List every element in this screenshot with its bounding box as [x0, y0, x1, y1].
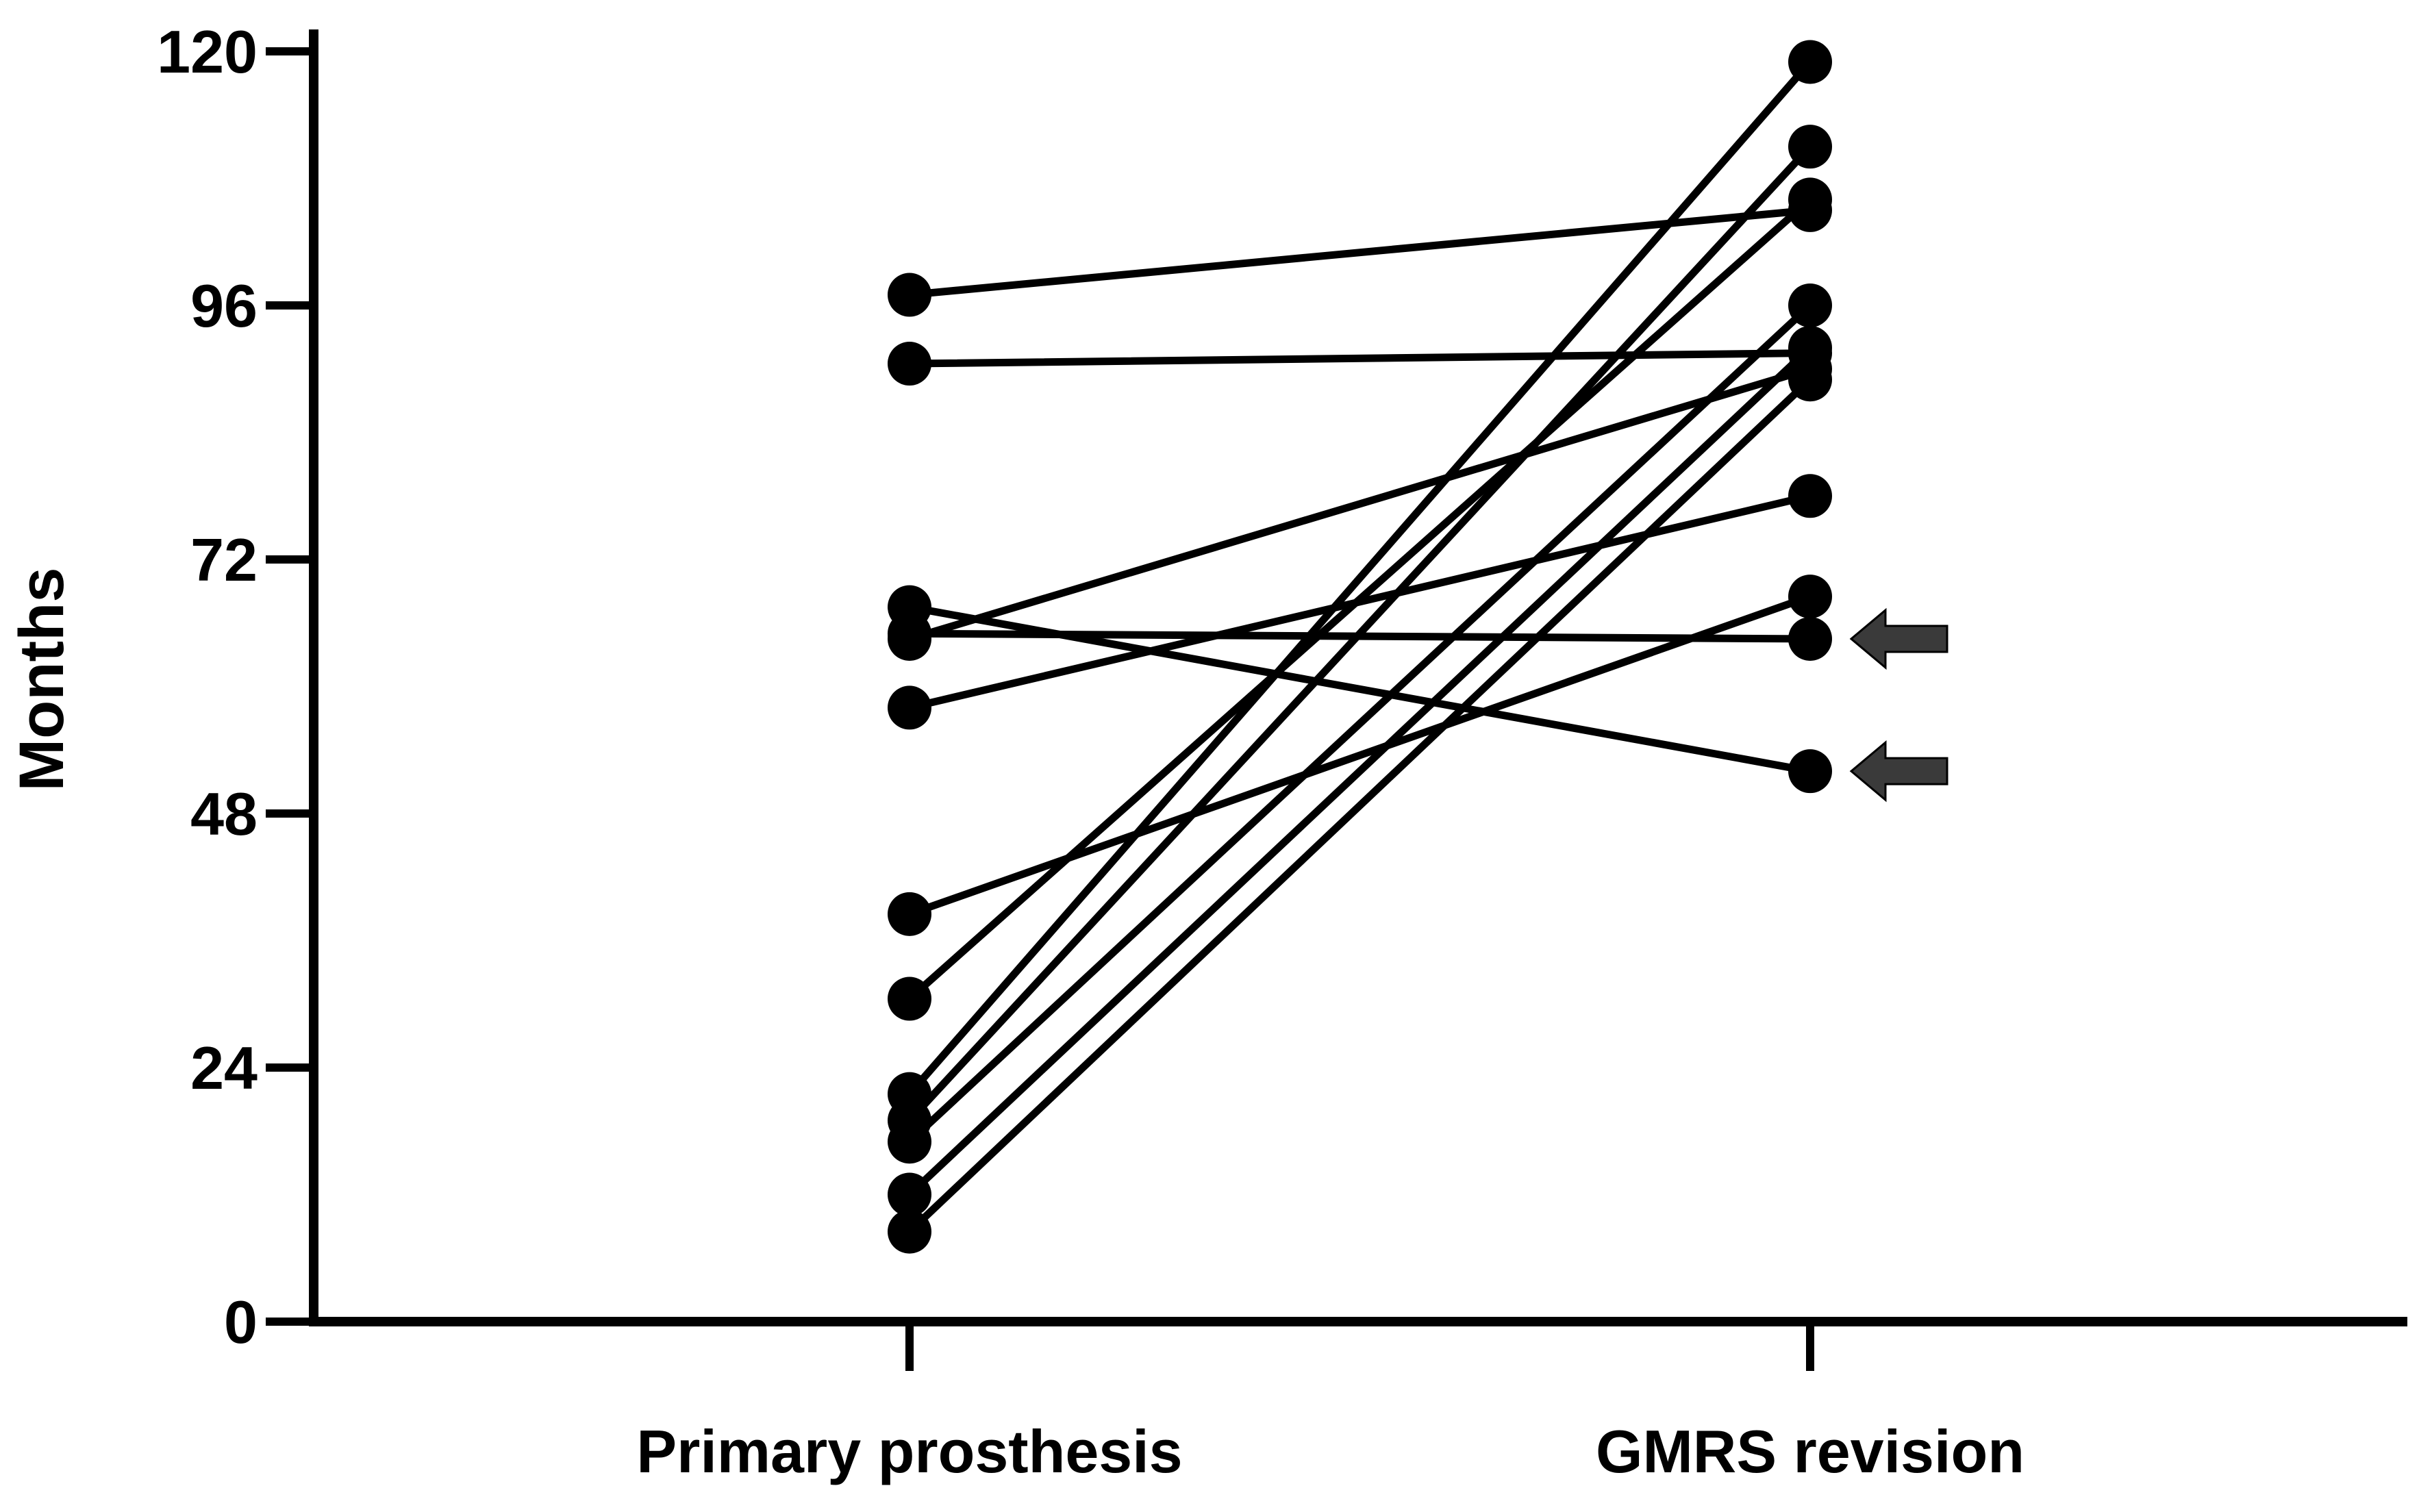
series-line-13	[905, 375, 1814, 1236]
data-point-6-primary	[888, 685, 931, 730]
series-line-2	[905, 349, 1814, 368]
y-tick-label-48: 48	[190, 780, 258, 848]
data-point-12-revision	[1788, 325, 1832, 370]
annotation-arrows	[1849, 607, 1948, 803]
series-line-5	[905, 365, 1814, 643]
data-point-7-primary	[888, 892, 931, 936]
series-line-12	[905, 344, 1814, 1198]
annotation-arrow-1	[1849, 607, 1948, 670]
series-line-8	[905, 195, 1814, 1003]
y-axis-title: Months	[7, 567, 77, 791]
data-point-8-revision	[1788, 177, 1832, 222]
y-tick-label-96: 96	[190, 272, 258, 340]
x-tick-label-2: GMRS revision	[1596, 1418, 2025, 1485]
series-line-10	[905, 142, 1814, 1124]
y-tick-label-24: 24	[190, 1034, 258, 1102]
series-line-9	[905, 58, 1814, 1098]
axis-labels: 0 24 48 72 96 120 Primary prosthesis GMRS revis…	[157, 18, 2025, 1485]
data-point-5-primary	[888, 616, 931, 661]
data-point-4-revision	[1788, 616, 1832, 661]
x-tick-label-1: Primary prosthesis	[636, 1418, 1182, 1485]
data-point-12-primary	[888, 1172, 931, 1217]
axes	[266, 29, 2407, 1371]
annotation-arrow-2	[1849, 740, 1948, 803]
y-tick-label-0: 0	[224, 1288, 258, 1356]
data-point-2-primary	[888, 342, 931, 386]
data-point-9-revision	[1788, 40, 1832, 84]
series-line-11	[905, 301, 1814, 1146]
series-line-1	[905, 206, 1814, 299]
data-point-8-primary	[888, 977, 931, 1021]
data-point-13-revision	[1788, 357, 1832, 402]
y-tick-label-72: 72	[190, 526, 258, 594]
data-point-11-revision	[1788, 284, 1832, 327]
series-lines	[905, 58, 1814, 1236]
data-points	[888, 40, 1832, 1254]
y-tick-label-120: 120	[157, 18, 258, 86]
series-line-7	[905, 592, 1814, 918]
data-point-7-revision	[1788, 575, 1832, 619]
data-point-10-revision	[1788, 125, 1832, 169]
data-point-1-primary	[888, 273, 931, 317]
data-point-13-primary	[888, 1209, 931, 1254]
data-point-11-primary	[888, 1120, 931, 1164]
data-point-3-revision	[1788, 749, 1832, 794]
data-point-6-revision	[1788, 474, 1832, 518]
